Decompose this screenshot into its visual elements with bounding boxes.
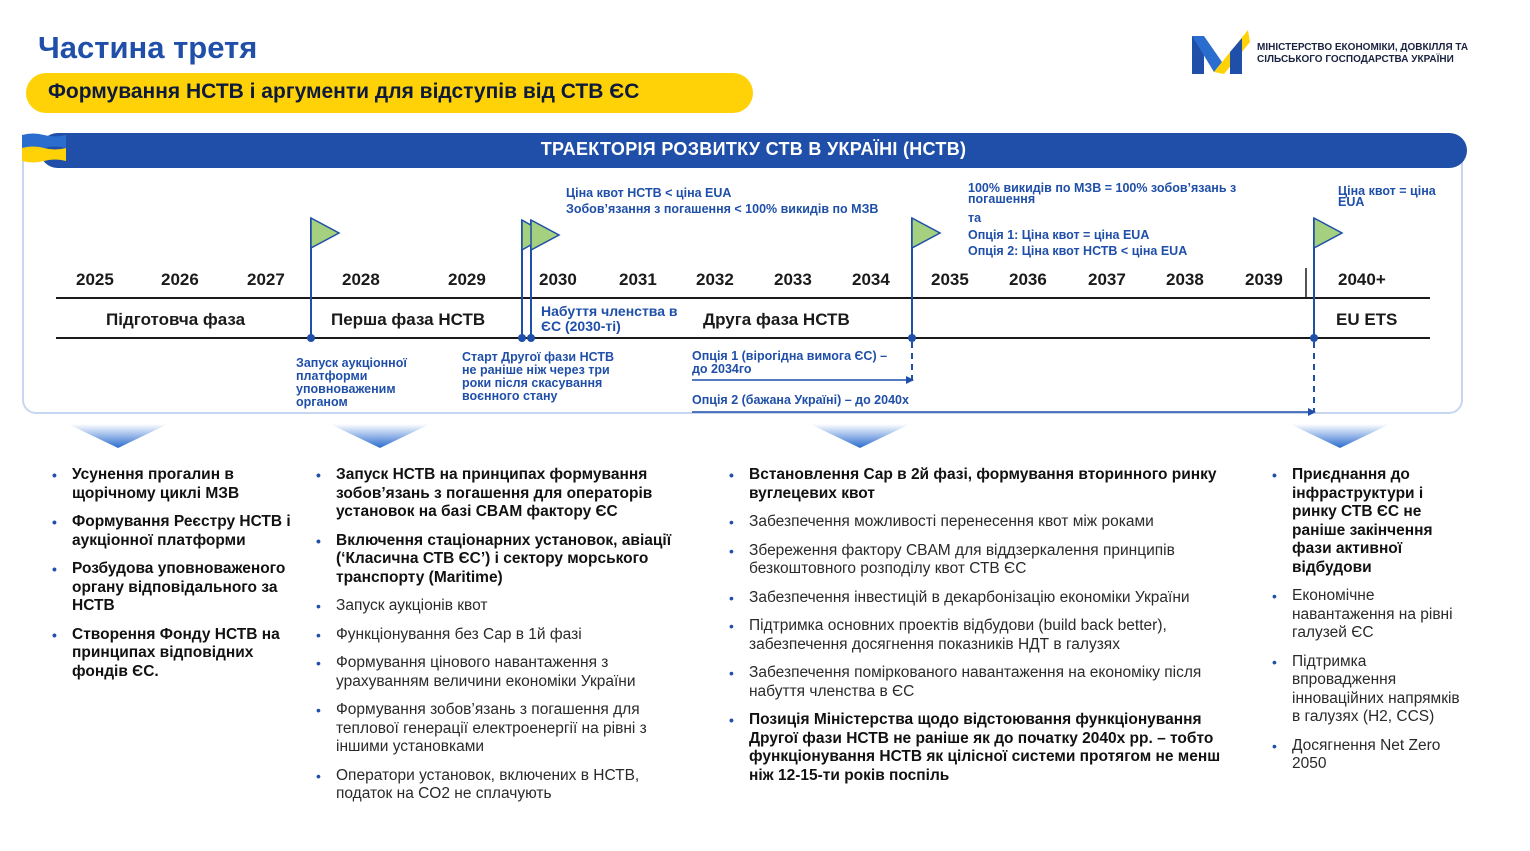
list-item: Створення Фонду НСТВ на принципах відпов… (50, 626, 300, 682)
chevron-down-icon (810, 424, 910, 448)
year-label: 2035 (931, 270, 969, 289)
ukraine-flag-icon (22, 133, 66, 163)
year-label: 2032 (696, 270, 734, 289)
list-item: Економічне навантаження на рівні галузей… (1270, 587, 1470, 643)
dot-2040 (1310, 334, 1318, 342)
list-item: Формування зобов’язань з погашення для т… (314, 701, 694, 757)
ministry-logo-icon (1192, 30, 1250, 74)
year-label: 2027 (247, 270, 285, 289)
year-label: 2029 (448, 270, 486, 289)
subtitle-pill (26, 73, 753, 113)
list-item: Оператори установок, включених в НСТВ, п… (314, 767, 694, 804)
timeline-frame (22, 150, 1463, 414)
note-option2: Опція 2 (бажана Україні) – до 2040х (692, 393, 909, 407)
column-preparation: Усунення прогалин в щорічному циклі МЗВ … (50, 466, 300, 691)
note-second-phase-start: Старт Другої фази НСТВ не раніше ніж чер… (462, 350, 614, 403)
year-label: 2031 (619, 270, 657, 289)
dot-2030b (527, 334, 535, 342)
note-2040-price: Ціна квот = ціна EUA (1338, 184, 1436, 209)
page-title: Частина третя (38, 30, 258, 65)
flag-2040 (1313, 216, 1344, 250)
flag-2035 (911, 216, 942, 250)
list-item: Збереження фактору CBAM для віддзеркален… (727, 542, 1247, 579)
list-item: Позиція Міністерства щодо відстоювання ф… (727, 711, 1247, 785)
year-label: 2034 (852, 270, 890, 289)
flag-2028 (310, 216, 341, 250)
list-item: Розбудова уповноваженого органу відповід… (50, 560, 300, 616)
list-item: Забезпечення можливості перенесення квот… (727, 513, 1247, 532)
page-subtitle: Формування НСТВ і аргументи для відступі… (48, 80, 640, 103)
option1-arrowhead (906, 376, 914, 384)
year-label: 2037 (1088, 270, 1126, 289)
chevron-down-icon (1290, 424, 1390, 448)
year-label: 2033 (774, 270, 812, 289)
dot-2030a (518, 334, 526, 342)
phase-membership: Набуття членства в ЄС (2030-ті) (541, 303, 678, 334)
year-label: 2039 (1245, 270, 1283, 289)
note-2030-obligation: Зобов’язання з погашення < 100% викидів … (566, 202, 879, 216)
note-option1: Опція 1 (вірогідна вимога ЄС) – до 2034г… (692, 349, 888, 376)
year-label: 2036 (1009, 270, 1047, 289)
list-item: Функціонування без Cap в 1й фазі (314, 626, 694, 645)
year-label: 2038 (1166, 270, 1204, 289)
note-2035-option2: Опція 2: Ціна квот НСТВ < ціна EUA (968, 244, 1188, 258)
list-item: Забезпечення інвестицій в декарбонізацію… (727, 589, 1247, 608)
note-2030-price: Ціна квот НСТВ < ціна EUA (566, 186, 732, 200)
phase-first: Перша фаза НСТВ (331, 310, 486, 329)
phase-prep: Підготовча фаза (106, 310, 246, 329)
note-2035-emissions: 100% викидів по МЗВ = 100% зобов’язань з… (968, 181, 1237, 206)
column-eu-ets: Приєднання до інфраструктури і ринку СТВ… (1270, 466, 1470, 784)
year-label: 2030 (539, 270, 577, 289)
year-label: 2025 (76, 270, 114, 289)
list-item: Підтримка основних проектів відбудови (b… (727, 617, 1247, 654)
column-second-phase: Встановлення Cap в 2й фазі, формування в… (727, 466, 1247, 795)
note-auction-launch: Запуск аукціонної платформи уповноважени… (296, 356, 407, 409)
list-item: Підтримка впровадження інноваційних напр… (1270, 653, 1470, 727)
option2-arrowhead (1308, 408, 1316, 416)
flag-2030b (530, 218, 561, 252)
list-item: Формування Реєстру НСТВ і аукціонної пла… (50, 513, 300, 550)
ministry-name: МІНІСТЕРСТВО ЕКОНОМІКИ, ДОВКІЛЛЯ ТА СІЛЬ… (1257, 42, 1469, 65)
note-2035-option1: Опція 1: Ціна квот = ціна EUA (968, 228, 1150, 242)
list-item: Досягнення Net Zero 2050 (1270, 737, 1470, 774)
year-label: 2028 (342, 270, 380, 289)
dot-2028 (307, 334, 315, 342)
list-item: Приєднання до інфраструктури і ринку СТВ… (1270, 466, 1470, 577)
chevron-down-icon (68, 424, 168, 448)
timeline-banner (40, 133, 1467, 168)
year-label: 2040+ (1338, 270, 1386, 289)
list-item: Забезпечення поміркованого навантаження … (727, 664, 1247, 701)
list-item: Усунення прогалин в щорічному циклі МЗВ (50, 466, 300, 503)
phase-eu-ets: EU ETS (1336, 310, 1398, 329)
column-first-phase: Запуск НСТВ на принципах формування зобо… (314, 466, 694, 814)
phase-second: Друга фаза НСТВ (703, 310, 850, 329)
list-item: Включення стаціонарних установок, авіаці… (314, 532, 694, 588)
list-item: Запуск НСТВ на принципах формування зобо… (314, 466, 694, 522)
list-item: Встановлення Cap в 2й фазі, формування в… (727, 466, 1247, 503)
year-label: 2026 (161, 270, 199, 289)
list-item: Формування цінового навантаження з ураху… (314, 654, 694, 691)
chevron-down-icon (330, 424, 430, 448)
list-item: Запуск аукціонів квот (314, 597, 694, 616)
dot-2035 (908, 334, 916, 342)
note-2035-and: та (968, 211, 982, 225)
timeline-title: ТРАЕКТОРІЯ РОЗВИТКУ СТВ В УКРАЇНІ (НСТВ) (540, 139, 967, 159)
